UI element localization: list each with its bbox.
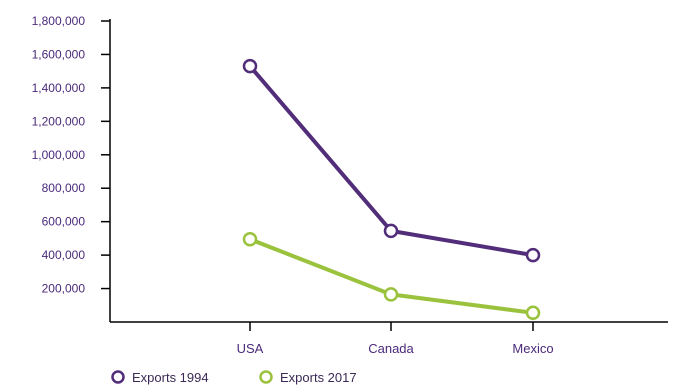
y-tick-label: 400,000 [42,248,86,262]
legend-label: Exports 2017 [280,370,357,385]
data-point [525,305,541,321]
legend-marker [111,370,125,384]
y-tick-label: 600,000 [42,215,86,229]
x-axis: USA Canada Mexico [110,321,668,356]
series-lines [242,58,541,321]
x-tick-label: Canada [368,341,414,356]
y-tick-label: 1,200,000 [32,114,86,128]
y-axis: 200,000 400,000 600,000 800,000 1,000,000 1,2… [32,14,111,322]
x-tick-label: USA [237,341,264,356]
data-point [383,287,399,302]
data-point [383,223,399,239]
y-tick-label: 200,000 [42,282,86,296]
y-tick-label: 800,000 [42,181,86,195]
data-point [525,247,541,263]
data-point [242,231,258,247]
y-tick-label: 1,800,000 [32,14,86,28]
y-tick-label: 1,400,000 [32,81,86,95]
x-tick-label: Mexico [512,341,553,356]
y-tick-label: 1,600,000 [32,47,86,61]
legend: Exports 1994 Exports 2017 [111,370,357,385]
data-point [242,58,258,74]
legend-marker [259,370,273,384]
series-line-2 [248,237,535,315]
y-tick-label: 1,000,000 [32,148,86,162]
legend-label: Exports 1994 [132,370,209,385]
